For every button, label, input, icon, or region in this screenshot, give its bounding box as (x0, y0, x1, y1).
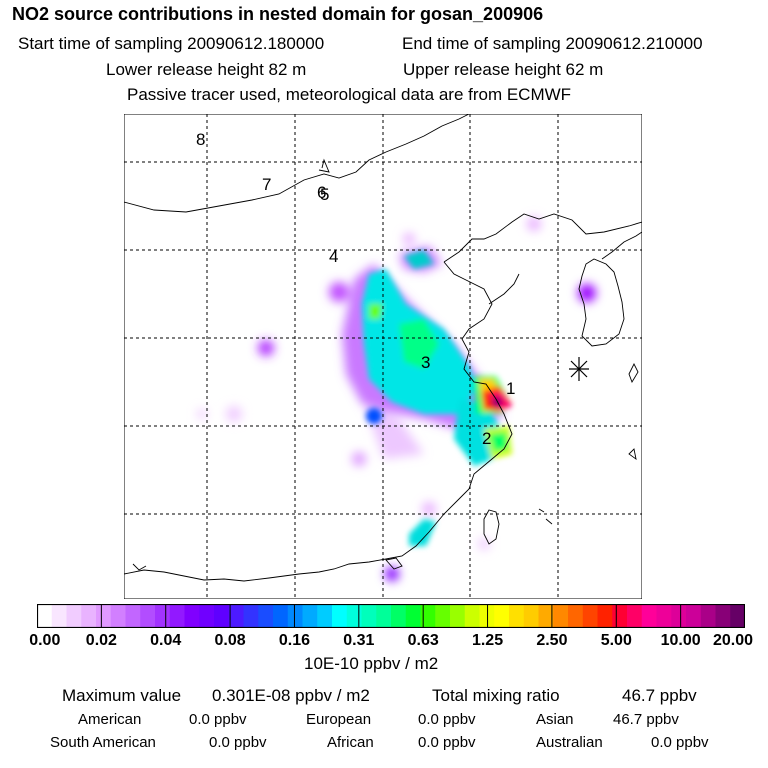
colorbar-cell (494, 604, 510, 628)
colorbar-cell (96, 604, 112, 628)
concentration-field (197, 217, 596, 581)
colorbar-cell (405, 604, 422, 628)
region-value: 0.0 ppbv (418, 734, 476, 751)
colorbar-cell (686, 604, 702, 628)
colorbar-tick-label: 2.50 (536, 632, 568, 649)
region-name: American (78, 711, 142, 728)
colorbar-cell (671, 604, 687, 628)
trajectory-label-7: 7 (262, 175, 271, 194)
colorbar-cell (656, 604, 672, 628)
colorbar-tick-label: 0.08 (214, 632, 246, 649)
colorbar-cell (568, 604, 584, 628)
colorbar-cell (612, 604, 628, 628)
colorbar-cell (715, 604, 731, 628)
colorbar-cell (346, 604, 363, 628)
colorbar-cell (538, 604, 554, 628)
region-value: 0.0 ppbv (209, 734, 267, 751)
colorbar-tick-label: 20.00 (712, 632, 754, 649)
region-name: African (327, 734, 374, 751)
colorbar-cell (169, 604, 186, 628)
colorbar-cell (66, 604, 82, 628)
max-value-label: Maximum value (62, 686, 182, 705)
trajectory-label-3: 3 (421, 353, 430, 372)
end-time: End time of sampling 20090612.210000 (402, 34, 703, 53)
colorbar-cell (553, 604, 569, 628)
colorbar-tick-label: 5.00 (600, 632, 632, 649)
coastlines (124, 114, 642, 582)
map-panel: 1 2 3 4 5 6 7 8 (124, 114, 642, 599)
colorbar-cell (627, 604, 643, 628)
colorbar-cell (361, 604, 377, 628)
colorbar (37, 604, 745, 628)
colorbar-tick-label: 0.00 (29, 632, 61, 649)
colorbar-cell (37, 604, 53, 628)
colorbar-cell (184, 604, 200, 628)
trajectory-label-4: 4 (329, 247, 338, 266)
lat-lon-grid (124, 114, 642, 599)
colorbar-tick-label: 0.16 (278, 632, 311, 649)
colorbar-cell (81, 604, 97, 628)
colorbar-cell (420, 604, 436, 628)
colorbar-cell (317, 604, 333, 628)
lower-release-height: Lower release height 82 m (106, 60, 307, 79)
colorbar-tick-label: 0.31 (343, 632, 375, 649)
colorbar-tick-label: 1.25 (471, 632, 504, 649)
trajectory-label-8: 8 (196, 130, 205, 149)
region-name: South American (50, 734, 156, 751)
colorbar-tick-label: 0.02 (85, 632, 117, 649)
colorbar-cell (435, 604, 451, 628)
colorbar-cell (391, 604, 407, 628)
colorbar-cell (582, 604, 599, 628)
tracer-note: Passive tracer used, meteorological data… (127, 85, 572, 104)
trajectory-label-6: 6 (317, 183, 326, 202)
colorbar-cell (509, 604, 525, 628)
colorbar-cell (155, 604, 171, 628)
colorbar-tick-label: 0.04 (150, 632, 182, 649)
colorbar-cell (140, 604, 156, 628)
colorbar-cell (214, 604, 230, 628)
region-value: 0.0 ppbv (189, 711, 247, 728)
region-name: Asian (536, 711, 574, 728)
colorbar-cell (110, 604, 127, 628)
colorbar-cell (243, 604, 259, 628)
colorbar-cell (287, 604, 304, 628)
map-title: NO2 source contributions in nested domai… (12, 4, 544, 24)
region-value: 0.0 ppbv (651, 734, 709, 751)
region-name: European (306, 711, 372, 728)
colorbar-cell (523, 604, 540, 628)
colorbar-cell (228, 604, 245, 628)
trajectory-label-2: 2 (482, 429, 491, 448)
region-value: 0.0 ppbv (418, 711, 476, 728)
region-value: 46.7 ppbv (613, 711, 679, 728)
colorbar-cell (199, 604, 215, 628)
colorbar-cell (376, 604, 392, 628)
colorbar-tick-label: 0.63 (407, 632, 439, 649)
colorbar-cell (464, 604, 481, 628)
colorbar-cell (273, 604, 289, 628)
colorbar-cell (730, 604, 745, 628)
colorbar-cell (258, 604, 274, 628)
region-name: Australian (536, 734, 603, 751)
colorbar-tick-label: 10.00 (660, 632, 701, 649)
upper-release-height: Upper release height 62 m (403, 60, 604, 79)
colorbar-cell (302, 604, 318, 628)
colorbar-units: 10E-10 ppbv / m2 (304, 654, 439, 673)
colorbar-cell (700, 604, 717, 628)
total-mixing-label: Total mixing ratio (432, 686, 560, 705)
trajectory-label-1: 1 (506, 379, 515, 398)
colorbar-cell (125, 604, 141, 628)
receptor-marker (569, 357, 589, 381)
colorbar-cell (51, 604, 68, 628)
colorbar-cell (332, 604, 348, 628)
start-time: Start time of sampling 20090612.180000 (18, 34, 325, 53)
max-value: 0.301E-08 ppbv / m2 (212, 686, 370, 705)
colorbar-cell (450, 604, 466, 628)
trajectory-label-5: 5 (320, 185, 329, 204)
colorbar-cell (597, 604, 613, 628)
total-mixing-value: 46.7 ppbv (622, 686, 697, 705)
colorbar-cell (641, 604, 658, 628)
